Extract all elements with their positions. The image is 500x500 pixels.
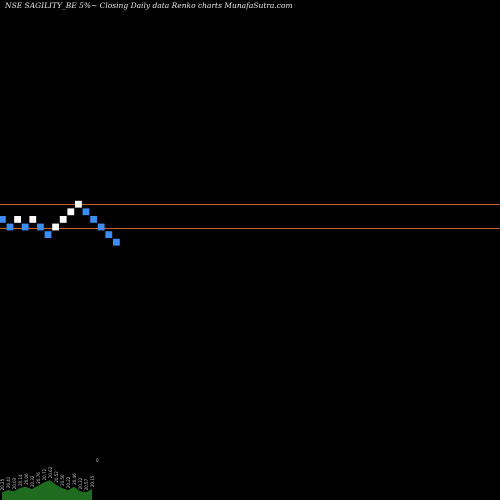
renko-brick-down [82, 208, 90, 216]
renko-brick-down [6, 223, 14, 231]
renko-bricks [0, 200, 120, 246]
volume-label: 20.52 [54, 471, 59, 483]
renko-brick-down [90, 216, 97, 223]
volume-label: 20.22 [66, 476, 71, 488]
volume-label: 20.57 [84, 478, 89, 490]
renko-brick-down [113, 238, 120, 246]
renko-brick-down [44, 231, 52, 238]
volume-label: 20.14 [18, 474, 23, 486]
renko-brick-up [52, 223, 59, 231]
volume-label: 20.41 [6, 476, 11, 488]
volume-extra-label: 0 [96, 458, 99, 463]
renko-brick-down [97, 223, 105, 231]
renko-brick-up [75, 200, 82, 208]
renko-brick-down [21, 223, 29, 231]
chart-title: NSE SAGILITY_BE 5%~ Closing Daily data R… [4, 1, 293, 10]
renko-brick-up [67, 208, 75, 216]
volume-label: 20.32 [30, 475, 35, 487]
renko-brick-up [59, 216, 67, 223]
volume-label: 20.46 [72, 473, 77, 485]
renko-brick-up [14, 216, 21, 223]
renko-brick-up [29, 216, 37, 223]
volume-label: 20.76 [36, 472, 41, 484]
volume-label: 20.03 [12, 477, 17, 489]
volume-label: 20.32 [78, 477, 83, 489]
volume-fill [2, 480, 92, 500]
renko-brick-down [105, 231, 113, 238]
renko-brick-down [0, 216, 6, 223]
volume-label: 20.62 [48, 466, 53, 478]
volume-label: 20.06 [24, 473, 29, 485]
volume-label: 20.72 [42, 468, 47, 480]
volume-label: 20.15 [90, 475, 95, 487]
volume-label: 20.25 [0, 478, 5, 490]
volume-label: 20.50 [60, 474, 65, 486]
renko-brick-down [37, 223, 44, 231]
volume-area: 20.25 20.41 20.03 20.14 20.06 20.32 20.76 20.72… [0, 458, 99, 500]
